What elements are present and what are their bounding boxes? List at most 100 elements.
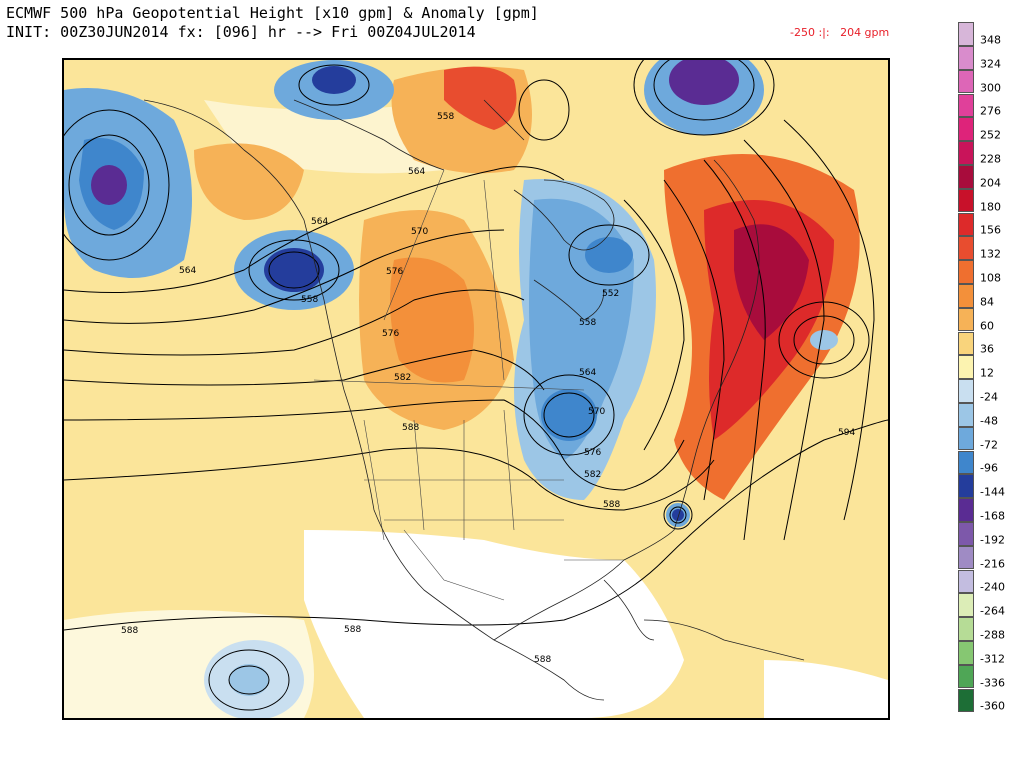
contour-label: 564 [579,368,596,378]
legend-label: 324 [980,57,1001,71]
contour-label: 558 [437,112,454,122]
contour-label: 570 [588,407,605,417]
map-svg: 558 564 570 564 564 558 576 582 588 576 … [64,60,888,718]
legend-label: -192 [980,533,1005,547]
legend-swatch [958,545,974,570]
legend-swatch [958,617,974,641]
legend-swatch [958,260,974,284]
legend-label: -216 [980,557,1005,571]
height-contours [64,60,888,711]
contour-label: 552 [602,289,619,299]
legend-label: 108 [980,271,1001,285]
title-line-1: ECMWF 500 hPa Geopotential Height [x10 g… [6,4,539,22]
legend-label: 204 [980,176,1001,190]
legend-label: 12 [980,366,994,380]
legend-swatch [958,141,974,165]
legend-swatch [958,355,974,380]
ridge-east-core [734,224,809,340]
contour-label: 570 [411,227,428,237]
legend-swatch [958,688,974,713]
legend-label: 180 [980,200,1001,214]
legend-swatch [958,402,974,427]
contour-label: 576 [382,329,399,339]
legend-swatch [958,640,974,665]
legend-swatch [958,331,974,356]
low-atlantic [810,330,838,350]
map-frame: 558 564 570 564 564 558 576 582 588 576 … [62,58,890,720]
legend-swatch [958,521,974,546]
anomaly-range: -250 :|: 204 gpm [790,26,890,39]
legend-label: -72 [980,438,998,452]
legend-swatch [958,117,974,142]
contour-label: 588 [603,500,620,510]
contour-label: 582 [394,373,411,383]
low-hudson [585,237,633,273]
title-line-2: INIT: 00Z30JUN2014 fx: [096] hr --> Fri … [6,23,476,41]
ridge-west-inner [390,257,474,383]
legend-swatch [958,379,974,403]
legend-swatch [958,93,974,118]
legend-swatch [958,664,974,689]
trough-pacific-south-core [229,664,269,696]
contour-label: 558 [301,295,318,305]
legend-label: 156 [980,223,1001,237]
trough-bc-core [264,248,324,292]
legend-label: 348 [980,33,1001,47]
low-southeast-core [672,509,684,521]
legend-swatch [958,426,974,451]
legend-swatch [958,450,974,475]
legend-swatch [958,212,974,237]
legend-swatch [958,188,974,213]
legend-swatch [958,569,974,594]
trough-arctic-core [312,66,356,94]
legend-swatch [958,474,974,499]
legend-label: -96 [980,461,998,475]
legend-swatch [958,498,974,522]
contour-label: 564 [408,167,425,177]
legend-swatch [958,307,974,332]
legend-label: 84 [980,295,994,309]
legend-swatch [958,236,974,261]
legend-label: -288 [980,628,1005,642]
ridge-alaska [194,143,304,220]
legend-label: 276 [980,104,1001,118]
legend-label: 60 [980,319,994,333]
low-great-lakes [541,389,597,441]
legend-label: 36 [980,342,994,356]
contour-label: 594 [838,428,855,438]
contour-label: 588 [402,423,419,433]
contour-label: 588 [534,655,551,665]
legend-label: -360 [980,699,1005,713]
neutral-area-gulf [444,580,624,694]
legend-label: -264 [980,604,1005,618]
legend-swatch [958,283,974,308]
legend-label: 252 [980,128,1001,142]
contour-label: 564 [179,266,196,276]
contour-label: 576 [584,448,601,458]
legend-label: -240 [980,580,1005,594]
neutral-area-east [764,660,888,718]
legend-swatch [958,45,974,70]
legend-swatch [958,69,974,94]
legend-label: -168 [980,509,1005,523]
contour-label: 582 [584,470,601,480]
legend-swatch [958,164,974,189]
legend-swatch [958,22,974,46]
legend-label: -144 [980,485,1005,499]
low-pacific-west [91,165,127,205]
trough-greenland-core [669,60,739,105]
legend-label: 228 [980,152,1001,166]
contour-label: 576 [386,267,403,277]
legend-label: 132 [980,247,1001,261]
contour-label: 564 [311,217,328,227]
contour-label: 558 [579,318,596,328]
legend-label: -24 [980,390,998,404]
legend-label: -312 [980,652,1005,666]
coastlines [143,99,805,701]
legend-label: 300 [980,81,1001,95]
legend-swatch [958,593,974,618]
contour-label: 588 [344,625,361,635]
contour-label: 588 [121,626,138,636]
contour-label-group: 558 564 570 564 564 558 576 582 588 576 … [121,112,855,665]
legend-label: -48 [980,414,998,428]
